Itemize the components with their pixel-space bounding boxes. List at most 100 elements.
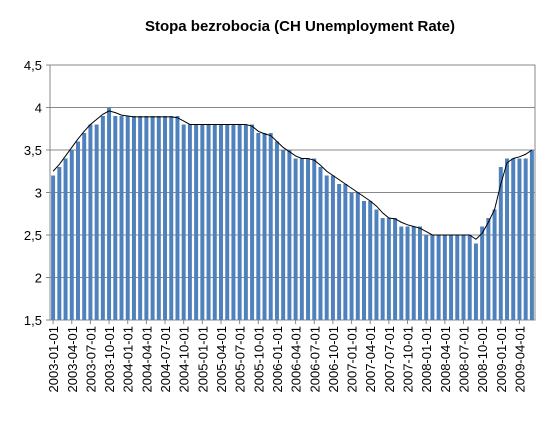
bar: [318, 167, 323, 320]
x-tick-label: 2008-04-01: [438, 326, 453, 393]
bar: [486, 218, 491, 320]
bar: [69, 150, 74, 320]
bar: [131, 116, 136, 320]
bar: [181, 124, 186, 320]
bar: [386, 218, 391, 320]
bar: [94, 124, 99, 320]
y-tick-label: 4: [35, 101, 42, 116]
bar: [417, 226, 422, 320]
bar: [368, 201, 373, 320]
bar: [150, 116, 155, 320]
x-tick-label: 2003-04-01: [65, 326, 80, 393]
bar: [374, 209, 379, 320]
bar: [274, 141, 279, 320]
bar: [262, 133, 267, 320]
bar: [343, 184, 348, 320]
x-tick-label: 2005-04-01: [214, 326, 229, 393]
bar: [175, 116, 180, 320]
bar: [107, 107, 112, 320]
x-tick-label: 2006-01-01: [270, 326, 285, 393]
bar: [436, 235, 441, 320]
bar: [156, 116, 161, 320]
bar: [467, 235, 472, 320]
x-tick-label: 2005-07-01: [233, 326, 248, 393]
bar: [405, 226, 410, 320]
x-tick-label: 2004-10-01: [177, 326, 192, 393]
bar: [449, 235, 454, 320]
bar: [299, 158, 304, 320]
bar: [119, 116, 124, 320]
bar: [206, 124, 211, 320]
bar: [480, 226, 485, 320]
bar: [163, 116, 168, 320]
x-tick-label: 2007-07-01: [382, 326, 397, 393]
y-tick-label: 2: [35, 271, 42, 286]
bar: [473, 243, 478, 320]
x-tick-label: 2008-01-01: [419, 326, 434, 393]
bar: [424, 235, 429, 320]
x-tick-label: 2006-07-01: [307, 326, 322, 393]
x-tick-label: 2007-04-01: [363, 326, 378, 393]
bar: [169, 116, 174, 320]
bar: [461, 235, 466, 320]
bar: [523, 158, 528, 320]
y-tick-label: 3: [35, 186, 42, 201]
bar: [498, 167, 503, 320]
x-tick-label: 2008-10-01: [475, 326, 490, 393]
bar: [293, 158, 298, 320]
y-tick-label: 3,5: [24, 143, 42, 158]
bar: [63, 158, 68, 320]
bar: [380, 218, 385, 320]
bar: [268, 133, 273, 320]
x-tick-label: 2005-10-01: [251, 326, 266, 393]
bar: [324, 175, 329, 320]
bar: [442, 235, 447, 320]
bar: [82, 133, 87, 320]
bar: [455, 235, 460, 320]
y-tick-label: 1,5: [24, 313, 42, 328]
x-tick-label: 2007-01-01: [345, 326, 360, 393]
bar: [113, 116, 118, 320]
x-tick-label: 2004-07-01: [158, 326, 173, 393]
bar: [399, 226, 404, 320]
x-tick-label: 2006-10-01: [326, 326, 341, 393]
x-tick-label: 2009-04-01: [512, 326, 527, 393]
bar: [505, 158, 510, 320]
x-tick-label: 2008-07-01: [456, 326, 471, 393]
bar: [517, 158, 522, 320]
bar: [125, 116, 130, 320]
bar: [225, 124, 230, 320]
bar: [411, 226, 416, 320]
x-tick-label: 2009-01-01: [494, 326, 509, 393]
bar: [337, 184, 342, 320]
bar: [430, 235, 435, 320]
bar: [231, 124, 236, 320]
bar: [281, 150, 286, 320]
bar: [194, 124, 199, 320]
bar: [187, 124, 192, 320]
bar: [57, 167, 62, 320]
bar: [243, 124, 248, 320]
bar: [312, 158, 317, 320]
bar: [529, 150, 534, 320]
x-tick-label: 2007-10-01: [401, 326, 416, 393]
bar: [75, 141, 80, 320]
x-tick-label: 2004-04-01: [139, 326, 154, 393]
bar: [237, 124, 242, 320]
y-tick-label: 2,5: [24, 228, 42, 243]
bar: [51, 175, 56, 320]
x-tick-label: 2004-01-01: [121, 326, 136, 393]
bar: [355, 192, 360, 320]
bar: [212, 124, 217, 320]
bar: [362, 201, 366, 320]
bar: [330, 175, 335, 320]
bar: [138, 116, 143, 320]
x-tick-label: 2005-01-01: [195, 326, 210, 393]
bar: [200, 124, 205, 320]
bar: [287, 150, 292, 320]
bar: [219, 124, 223, 320]
bar: [250, 124, 255, 320]
x-tick-label: 2003-10-01: [102, 326, 117, 393]
bar: [100, 116, 105, 320]
